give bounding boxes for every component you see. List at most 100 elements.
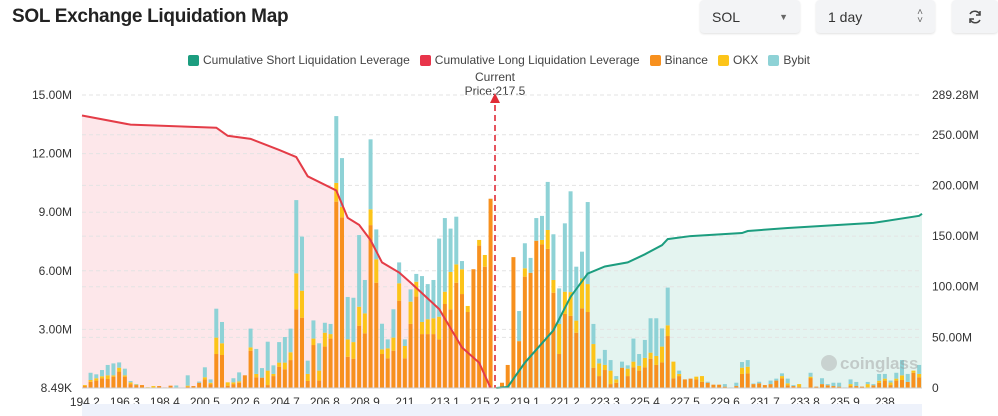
- bar-binance: [631, 367, 636, 388]
- y-right-tick-label: 0: [932, 381, 939, 395]
- bar-bybit: [454, 216, 459, 265]
- bar-binance: [911, 372, 916, 388]
- bar-okx: [202, 377, 207, 380]
- bar-bybit: [768, 380, 773, 385]
- bar-binance: [140, 385, 144, 388]
- bar-binance: [471, 269, 476, 388]
- bar-okx: [665, 325, 670, 337]
- y-left-tick-label: 9.00M: [39, 205, 72, 219]
- bar-bybit: [340, 158, 344, 207]
- bar-okx: [591, 344, 596, 368]
- bar-okx: [305, 373, 310, 381]
- bar-bybit: [562, 223, 567, 292]
- bar-bybit: [94, 374, 99, 379]
- bar-okx: [848, 384, 853, 387]
- bar-binance: [625, 376, 630, 388]
- bar-binance: [608, 384, 613, 388]
- bar-binance: [385, 358, 390, 388]
- watermark-logo: [821, 355, 837, 371]
- bar-bybit: [625, 365, 630, 369]
- bar-okx: [128, 382, 133, 385]
- bar-bybit: [414, 273, 419, 282]
- bar-bybit: [774, 378, 779, 381]
- bar-okx: [340, 206, 344, 218]
- bar-binance: [100, 378, 104, 388]
- bar-bybit: [385, 339, 390, 349]
- bar-bybit: [328, 323, 333, 335]
- bar-okx: [900, 375, 904, 380]
- bar-bybit: [254, 348, 259, 374]
- bar-okx: [351, 342, 356, 359]
- bar-binance: [574, 332, 579, 388]
- bar-bybit: [722, 384, 727, 387]
- bar-binance: [602, 370, 607, 388]
- bar-binance: [505, 364, 510, 388]
- legend-swatch: [419, 54, 431, 66]
- bar-binance: [557, 354, 562, 388]
- bar-binance: [157, 386, 162, 388]
- bar-okx: [420, 321, 424, 335]
- bar-binance: [677, 376, 682, 388]
- bar-binance: [265, 385, 270, 388]
- bar-okx: [460, 269, 464, 295]
- bar-okx: [282, 362, 287, 370]
- refresh-button[interactable]: [952, 0, 998, 33]
- bar-binance: [888, 385, 893, 388]
- bar-binance: [391, 350, 396, 388]
- bar-bybit: [357, 235, 362, 307]
- legend-swatch: [187, 54, 199, 66]
- short-liquidation-area: [496, 213, 922, 388]
- bar-binance: [254, 377, 259, 388]
- bar-binance: [362, 333, 367, 388]
- range-select[interactable]: 1 day ˄ ˅: [816, 0, 935, 33]
- bar-bybit: [854, 381, 859, 387]
- bar-binance: [614, 382, 619, 388]
- bar-okx: [271, 373, 276, 377]
- bar-okx: [700, 376, 704, 382]
- bar-binance: [128, 384, 133, 388]
- legend-label: Cumulative Short Liquidation Leverage: [202, 53, 410, 67]
- bar-binance: [534, 240, 539, 388]
- bar-binance: [431, 334, 436, 388]
- bar-binance: [448, 309, 453, 388]
- bar-binance: [260, 377, 264, 388]
- symbol-select[interactable]: SOL ▼: [700, 0, 800, 33]
- legend-item[interactable]: Cumulative Short Liquidation Leverage: [187, 53, 410, 67]
- bar-okx: [88, 379, 93, 382]
- data-zoom-slider[interactable]: [82, 404, 922, 416]
- bar-binance: [477, 245, 482, 388]
- bar-bybit: [100, 370, 104, 377]
- bar-okx: [574, 320, 579, 333]
- bar-okx: [425, 319, 430, 335]
- bar-okx: [225, 382, 230, 386]
- bar-bybit: [568, 191, 573, 293]
- bar-binance: [340, 217, 344, 388]
- bar-okx: [568, 292, 573, 316]
- chart-legend: Cumulative Short Liquidation Leverage Cum…: [0, 53, 998, 67]
- bar-okx: [465, 305, 470, 313]
- bar-bybit: [174, 385, 179, 388]
- bar-bybit: [837, 382, 842, 387]
- bar-binance: [540, 244, 544, 388]
- bar-bybit: [517, 311, 522, 342]
- legend-item[interactable]: Binance: [649, 53, 708, 67]
- legend-item[interactable]: OKX: [717, 53, 758, 67]
- bar-okx: [300, 290, 304, 318]
- bar-binance: [877, 382, 882, 388]
- bar-binance: [900, 379, 904, 388]
- legend-item[interactable]: Bybit: [768, 53, 810, 67]
- bar-bybit: [277, 342, 282, 363]
- bar-binance: [682, 379, 687, 388]
- bar-okx: [797, 384, 802, 387]
- bar-okx: [208, 382, 213, 385]
- legend-item[interactable]: Cumulative Long Liquidation Leverage: [419, 53, 640, 67]
- bar-binance: [248, 350, 253, 388]
- bar-binance: [368, 225, 373, 388]
- bar-bybit: [894, 372, 899, 379]
- bar-binance: [402, 358, 407, 388]
- bar-okx: [877, 380, 882, 383]
- bar-okx: [100, 376, 104, 379]
- bar-bybit: [248, 328, 253, 348]
- bar-binance: [717, 384, 722, 388]
- bar-okx: [654, 355, 659, 365]
